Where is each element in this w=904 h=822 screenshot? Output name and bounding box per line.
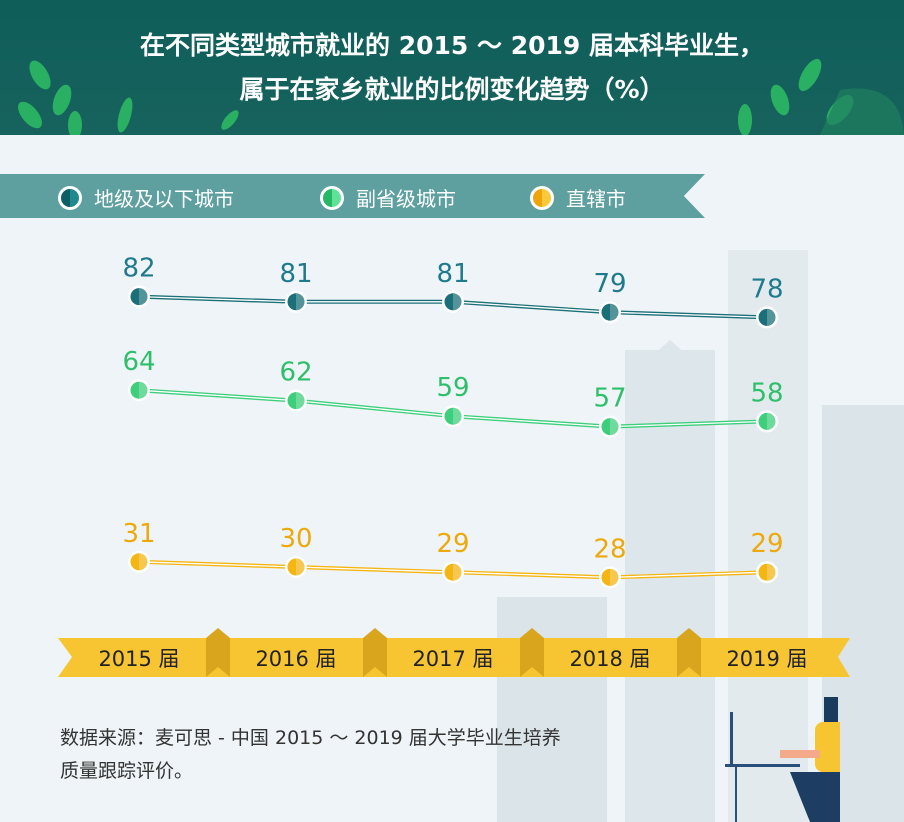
legend-label: 直辖市 — [566, 187, 626, 211]
data-point-half — [139, 381, 148, 399]
data-label: 62 — [279, 358, 312, 388]
ribbon-fold — [520, 628, 544, 677]
leaf-decoration — [18, 58, 904, 135]
data-point-half — [610, 418, 619, 436]
data-label: 81 — [279, 259, 312, 289]
data-label: 30 — [279, 524, 312, 554]
data-point-half — [296, 558, 305, 576]
data-point-fill — [758, 563, 776, 581]
data-point-fill — [601, 418, 619, 436]
data-point-half — [453, 563, 462, 581]
legend-label: 副省级城市 — [356, 187, 456, 211]
series-2: 31 30 29 28 29 — [122, 519, 784, 589]
ribbon-fold — [206, 628, 230, 677]
legend-item-subprovincial: 副省级城市 — [320, 183, 456, 212]
data-label: 57 — [593, 384, 626, 414]
data-point-fill — [444, 407, 462, 425]
data-source-note: 数据来源：麦可思 - 中国 2015 ～ 2019 届大学毕业生培养 质量跟踪评… — [60, 722, 700, 788]
data-label: 82 — [122, 254, 155, 284]
legend-item-prefecture: 地级及以下城市 — [58, 183, 234, 212]
data-label: 81 — [436, 259, 469, 289]
x-tick-label: 2018 届 — [569, 647, 650, 671]
data-point-half — [767, 412, 776, 430]
legend-label: 地级及以下城市 — [94, 187, 234, 211]
data-point-half — [767, 308, 776, 326]
legend-dot-icon — [320, 185, 344, 210]
data-point-fill — [130, 553, 148, 571]
data-point-half — [767, 563, 776, 581]
data-label: 31 — [122, 519, 155, 549]
data-point-half — [610, 568, 619, 586]
data-point-fill — [130, 288, 148, 306]
data-label: 64 — [122, 347, 155, 377]
chart-title-line2: 属于在家乡就业的比例变化趋势（%） — [239, 75, 665, 104]
data-label: 28 — [593, 534, 626, 564]
data-point-half — [610, 303, 619, 321]
data-point-fill — [287, 392, 305, 410]
series-1: 64 62 59 57 58 — [122, 347, 784, 438]
x-tick-label: 2017 届 — [412, 647, 493, 671]
data-label: 58 — [750, 378, 783, 408]
data-point-fill — [758, 308, 776, 326]
data-label: 79 — [593, 269, 626, 299]
legend-dot-icon — [58, 185, 82, 210]
ribbon-fold — [363, 628, 387, 677]
source-line1: 数据来源：麦可思 - 中国 2015 ～ 2019 届大学毕业生培养 — [60, 727, 561, 749]
data-point-fill — [444, 293, 462, 311]
data-point-half — [139, 553, 148, 571]
data-point-fill — [601, 568, 619, 586]
legend: 地级及以下城市 副省级城市 直辖市 — [0, 174, 705, 218]
legend-dot-icon — [530, 185, 554, 210]
data-label: 59 — [436, 373, 469, 403]
data-point-half — [453, 407, 462, 425]
data-label: 29 — [750, 529, 783, 559]
data-point-half — [296, 392, 305, 410]
data-point-half — [453, 293, 462, 311]
x-tick-label: 2016 届 — [255, 647, 336, 671]
data-point-fill — [601, 303, 619, 321]
header-banner: 在不同类型城市就业的 2015 ～ 2019 届本科毕业生， 属于在家乡就业的比… — [0, 0, 904, 135]
data-point-fill — [130, 381, 148, 399]
legend-item-municipality: 直辖市 — [530, 183, 626, 212]
category-ribbon: 2015 届 2016 届 2017 届 2018 届 2019 届 — [58, 628, 850, 677]
data-point-fill — [287, 558, 305, 576]
data-point-fill — [444, 563, 462, 581]
x-tick-label: 2019 届 — [726, 647, 807, 671]
series-0: 82 81 81 79 78 — [122, 254, 784, 329]
data-point-fill — [287, 293, 305, 311]
data-point-half — [296, 293, 305, 311]
chart-title-line1: 在不同类型城市就业的 2015 ～ 2019 届本科毕业生， — [140, 31, 764, 60]
x-tick-label: 2015 届 — [98, 647, 179, 671]
data-point-half — [139, 288, 148, 306]
data-label: 29 — [436, 529, 469, 559]
data-point-fill — [758, 412, 776, 430]
source-line2: 质量跟踪评价。 — [60, 760, 194, 782]
person-illustration — [725, 697, 840, 822]
data-label: 78 — [750, 274, 783, 304]
ribbon-fold — [677, 628, 701, 677]
